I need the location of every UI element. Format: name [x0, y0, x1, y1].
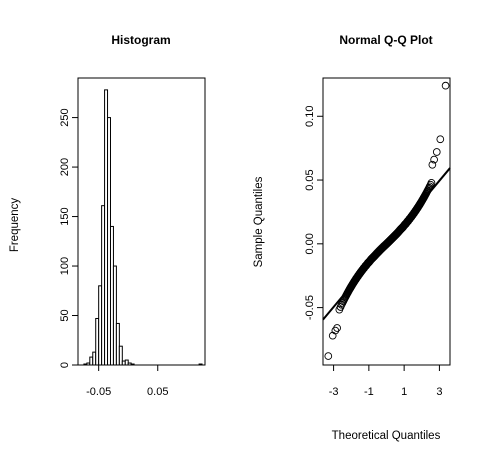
- qq-x-axis-label: Theoretical Quantiles: [332, 430, 441, 442]
- qq-x-tick-label: 3: [436, 386, 442, 398]
- qq-plot-box: [322, 77, 451, 366]
- histogram-y-tick-label: 0: [59, 362, 71, 368]
- qq-x-axis: -3 -1 1 3: [329, 365, 442, 398]
- histogram-y-tick-label: 50: [59, 309, 71, 321]
- qq-point: [427, 179, 436, 187]
- qq-y-tick-label: 0.10: [304, 106, 316, 127]
- qq-point: [436, 135, 445, 144]
- histogram-x-axis: -0.05 0.05: [86, 365, 168, 398]
- qq-x-tick-label: 1: [401, 386, 407, 398]
- qq-point: [425, 182, 434, 191]
- qq-point: [430, 155, 438, 164]
- qq-y-axis: -0.05 0.00 0.05 0.10: [304, 106, 323, 320]
- histogram-y-axis-label: Frequency: [9, 198, 21, 253]
- qq-point: [441, 81, 450, 90]
- histogram-y-tick-label: 250: [59, 108, 71, 126]
- qq-point: [432, 148, 441, 156]
- qq-point: [333, 324, 341, 332]
- qq-x-tick-label: -1: [364, 386, 374, 398]
- histogram-title: Histogram: [111, 33, 170, 47]
- qq-point: [324, 352, 333, 360]
- qq-point: [331, 326, 340, 335]
- histogram-x-tick-label: -0.05: [86, 386, 111, 398]
- qq-y-tick-label: 0.00: [304, 233, 316, 254]
- histogram-bars: [83, 89, 203, 366]
- qq-reference-line: [322, 167, 451, 321]
- qq-y-tick-label: -0.05: [304, 295, 316, 320]
- histogram-y-tick-label: 200: [59, 158, 71, 176]
- qq-panel: Normal Q-Q Plot -0.05 0.00 0.05 0.10 -3 -1 1 3…: [253, 33, 451, 442]
- histogram-y-axis: 0 50 100 150 200 250: [59, 108, 78, 368]
- qq-y-tick-label: 0.05: [304, 169, 316, 190]
- histogram-y-tick-label: 100: [59, 257, 71, 275]
- qq-x-tick-label: -3: [329, 386, 339, 398]
- qq-points: [324, 81, 450, 360]
- qq-y-axis-label: Sample Quantiles: [253, 176, 265, 267]
- qq-point: [428, 160, 437, 169]
- qq-title: Normal Q-Q Plot: [339, 33, 432, 47]
- histogram-plot-box: [77, 77, 206, 366]
- histogram-y-tick-label: 150: [59, 207, 71, 225]
- histogram-panel: Histogram 0 50 100 150 200 250 -0.05 0.05 Freq…: [9, 33, 206, 398]
- histogram-x-tick-label: 0.05: [147, 386, 168, 398]
